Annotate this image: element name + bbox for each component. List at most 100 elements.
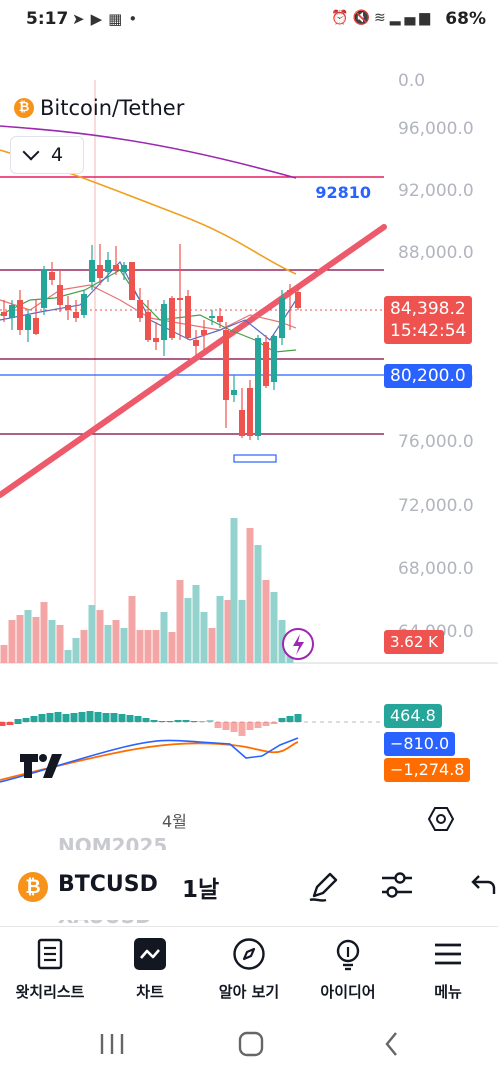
symbol-toolbar: ₿ BTCUSDT 1날	[0, 850, 498, 920]
time-axis-month: 4월	[162, 812, 187, 831]
histogram-bar	[230, 722, 238, 732]
nav-explore[interactable]: 알아 보기	[201, 937, 297, 1002]
histogram-bar	[254, 722, 262, 728]
candle-body	[247, 388, 253, 436]
histogram-bar	[70, 713, 78, 722]
candle-body	[217, 316, 223, 322]
histogram-bar	[30, 716, 38, 722]
volume-bar	[216, 596, 224, 663]
histogram-bar	[174, 720, 182, 722]
pen-icon[interactable]	[304, 866, 342, 904]
interval-selector[interactable]: 1날	[182, 877, 220, 903]
volume-bar	[238, 600, 246, 663]
nav-label: 메뉴	[434, 983, 462, 1001]
volume-bar	[32, 617, 40, 663]
volume-bar	[88, 605, 96, 663]
histogram-bar	[198, 721, 206, 722]
candle-body	[41, 270, 47, 308]
histogram-bar	[118, 714, 126, 722]
nav-label: 아이디어	[320, 983, 376, 1001]
volume-bar	[176, 580, 184, 663]
oscillator-histogram-tag: 464.8	[384, 704, 442, 728]
nav-watchlist[interactable]: 왓치리스트	[2, 937, 98, 1002]
dot-icon: •	[128, 10, 144, 28]
volume-bar	[64, 650, 72, 663]
price-chart[interactable]: 92810 0.096,000.092,000.088,000.080,000.…	[0, 40, 498, 810]
recent-apps-button[interactable]	[100, 1034, 124, 1054]
candle-body	[25, 315, 31, 330]
symbol-name: Bitcoin/Tether	[40, 96, 185, 120]
price-axis-label: 68,000.0	[398, 559, 474, 579]
histogram-bar	[158, 721, 166, 722]
volume-bar	[192, 585, 200, 663]
oscillator-macd-tag: −1,274.8	[384, 758, 471, 782]
histogram-bar	[102, 713, 110, 722]
candle-body	[153, 338, 159, 342]
status-system-icons: ⏰🔇≋▂▄▆	[331, 10, 434, 26]
candle-body	[223, 330, 229, 400]
candle-body	[231, 390, 237, 395]
watchlist-icon	[37, 938, 63, 970]
candle-body	[73, 312, 79, 318]
tradingview-logo	[18, 750, 66, 788]
histogram-bar	[286, 716, 294, 722]
volume-bar	[160, 612, 168, 663]
telegram-icon: ➤	[72, 10, 91, 28]
volume-bar	[230, 518, 238, 663]
system-back-button[interactable]	[385, 1032, 397, 1056]
compass-icon	[233, 938, 265, 970]
histogram-bar	[22, 718, 30, 722]
histogram-bar	[142, 718, 150, 722]
chart-symbol-title[interactable]: ₿ Bitcoin/Tether	[14, 96, 184, 120]
candle-body	[145, 312, 151, 340]
settings-hexagon-icon	[428, 807, 454, 831]
bar-countdown: 15:42:54	[390, 321, 467, 341]
home-button[interactable]	[238, 1031, 264, 1057]
candle-body	[121, 265, 127, 272]
mute-icon: 🔇	[352, 10, 374, 26]
candle-body	[263, 342, 269, 386]
volume-bar	[40, 602, 48, 663]
volume-bar	[168, 632, 176, 663]
histogram-bar	[46, 713, 54, 722]
indicator-sliders-icon[interactable]	[378, 866, 416, 904]
histogram-bar	[262, 722, 270, 726]
candle-body	[105, 260, 111, 272]
price-axis-label: 88,000.0	[398, 243, 474, 263]
price-axis-label: 76,000.0	[398, 432, 474, 452]
candle-body	[129, 262, 135, 300]
candle-body	[81, 294, 87, 315]
nav-chart[interactable]: 차트	[102, 937, 198, 1002]
histogram-bar	[54, 712, 62, 722]
price-axis-label: 92,000.0	[398, 181, 474, 201]
histogram-bar	[110, 713, 118, 722]
back-arrow-icon[interactable]	[466, 866, 498, 904]
candle-body	[161, 304, 167, 340]
candle-body	[209, 316, 215, 318]
volume-bar	[104, 625, 112, 663]
candle-body	[97, 265, 103, 278]
volume-bar	[56, 625, 64, 663]
histogram-bar	[14, 719, 22, 724]
chart-settings-button[interactable]	[428, 806, 454, 832]
price-axis-label: 72,000.0	[398, 496, 474, 516]
chart-icon	[134, 938, 166, 970]
histogram-bar	[278, 718, 286, 722]
candle-body	[177, 298, 183, 300]
histogram-bar	[206, 720, 214, 722]
histogram-bar	[150, 720, 158, 722]
battery-level: 68%	[445, 9, 486, 29]
symbol-ticker[interactable]: BTCUSDT	[58, 872, 158, 897]
volume-bar	[96, 610, 104, 663]
histogram-bar	[62, 714, 70, 722]
system-navigation-bar	[0, 1006, 498, 1080]
candle-body	[185, 296, 191, 338]
nav-ideas[interactable]: 아이디어	[300, 937, 396, 1002]
volume-bar	[136, 630, 144, 663]
chevron-down-icon	[22, 143, 40, 161]
nav-menu[interactable]: 메뉴	[400, 937, 496, 1002]
histogram-bar	[78, 712, 86, 722]
candle-body	[271, 336, 277, 382]
low-marker-box	[233, 454, 277, 463]
indicator-toggle-button[interactable]: 4	[10, 136, 84, 174]
